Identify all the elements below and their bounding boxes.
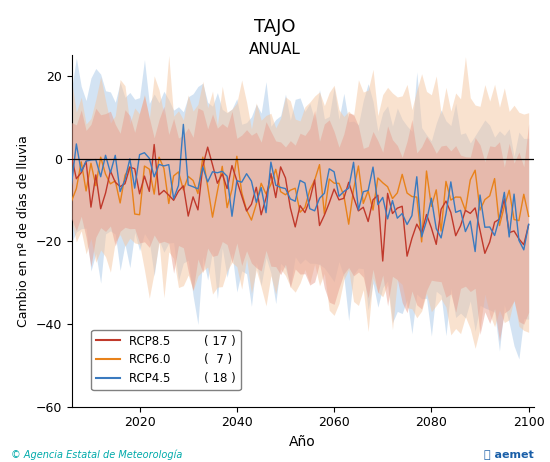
X-axis label: Año: Año xyxy=(289,435,316,449)
Text: ANUAL: ANUAL xyxy=(249,42,301,56)
Text: ⓐ aemet: ⓐ aemet xyxy=(484,450,534,460)
Legend: RCP8.5         ( 17 ), RCP6.0         (  7 ), RCP4.5         ( 18 ): RCP8.5 ( 17 ), RCP6.0 ( 7 ), RCP4.5 ( 18… xyxy=(91,330,240,390)
Text: TAJO: TAJO xyxy=(254,18,296,36)
Y-axis label: Cambio en nº de días de lluvia: Cambio en nº de días de lluvia xyxy=(17,135,30,327)
Text: © Agencia Estatal de Meteorología: © Agencia Estatal de Meteorología xyxy=(11,449,183,460)
